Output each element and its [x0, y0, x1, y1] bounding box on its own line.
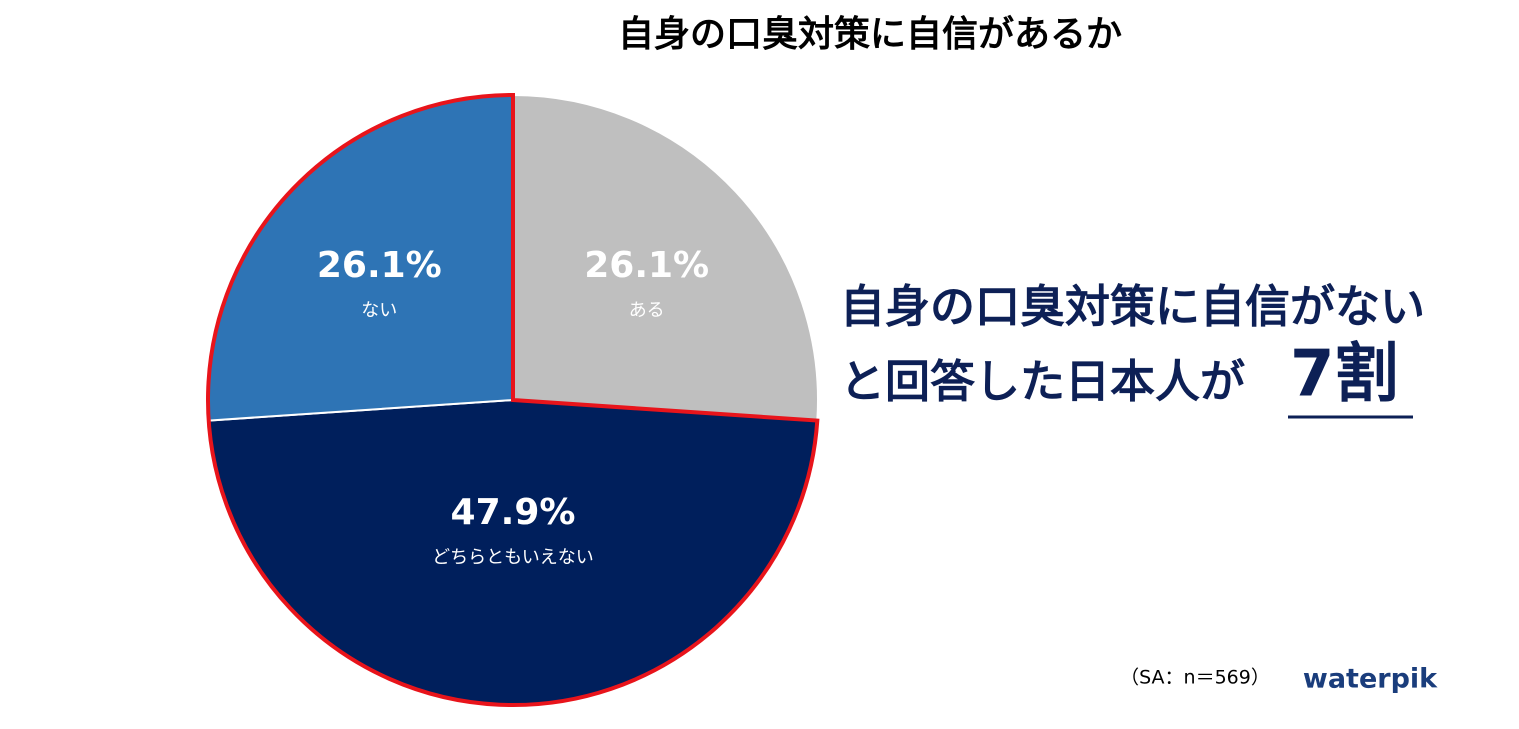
annotation-line: と回答した日本人が — [840, 355, 1245, 408]
value-label: 47.9% — [451, 492, 576, 533]
chart-title: 自身の口臭対策に自信があるか — [618, 14, 1122, 55]
annotation-line: 自身の口臭対策に自信がない — [840, 280, 1425, 333]
category-label: ある — [629, 300, 665, 321]
category-label: ない — [361, 300, 397, 321]
logo: waterpik — [1303, 664, 1438, 695]
value-label: 26.1% — [584, 245, 709, 286]
highlight-outline — [206, 92, 820, 707]
value-label: 26.1% — [317, 245, 442, 286]
annotation-highlight: 7割 — [1290, 338, 1399, 412]
sample-note: （SA：n＝569） — [1120, 667, 1270, 689]
pie-slice — [512, 93, 819, 422]
category-label: どちらともいえない — [432, 547, 594, 568]
